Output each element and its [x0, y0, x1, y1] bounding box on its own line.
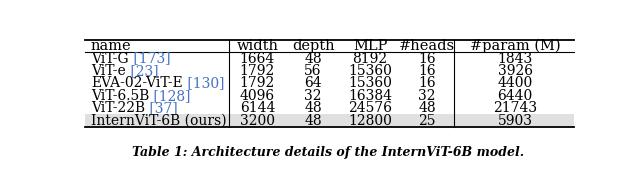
Text: 25: 25	[419, 114, 436, 128]
Text: EVA-02-ViT-E: EVA-02-ViT-E	[91, 76, 182, 90]
Text: name: name	[91, 39, 132, 53]
Text: ViT-6.5B: ViT-6.5B	[91, 89, 149, 103]
Text: 1792: 1792	[240, 64, 275, 78]
Text: ViT-22B: ViT-22B	[91, 101, 145, 115]
Text: width: width	[236, 39, 278, 53]
Text: [128]: [128]	[149, 89, 191, 103]
Text: depth: depth	[292, 39, 335, 53]
Text: [37]: [37]	[145, 101, 178, 115]
Text: 1664: 1664	[240, 52, 275, 66]
Text: [23]: [23]	[125, 64, 158, 78]
Text: 8192: 8192	[353, 52, 388, 66]
Text: #param (M): #param (M)	[470, 39, 561, 53]
Text: 48: 48	[419, 101, 436, 115]
Text: 4096: 4096	[240, 89, 275, 103]
Text: 3200: 3200	[240, 114, 275, 128]
Text: 16: 16	[419, 64, 436, 78]
Text: 12800: 12800	[348, 114, 392, 128]
Text: 21743: 21743	[493, 101, 538, 115]
Text: #heads: #heads	[399, 39, 455, 53]
Text: 15360: 15360	[348, 64, 392, 78]
Text: 48: 48	[304, 114, 322, 128]
Text: MLP: MLP	[353, 39, 387, 53]
Text: 15360: 15360	[348, 76, 392, 90]
Text: 16: 16	[419, 52, 436, 66]
Text: 1843: 1843	[498, 52, 533, 66]
Text: 16: 16	[419, 76, 436, 90]
Text: 6144: 6144	[239, 101, 275, 115]
Text: Table 1: Architecture details of the InternViT-6B model.: Table 1: Architecture details of the Int…	[132, 146, 524, 159]
Text: 64: 64	[304, 76, 322, 90]
Text: 3926: 3926	[498, 64, 532, 78]
Text: 5903: 5903	[498, 114, 532, 128]
Text: 4400: 4400	[498, 76, 533, 90]
Text: ViT-G: ViT-G	[91, 52, 129, 66]
Text: 48: 48	[304, 101, 322, 115]
Text: 16384: 16384	[348, 89, 392, 103]
Text: 32: 32	[305, 89, 322, 103]
Bar	[85, 114, 573, 127]
Text: ViT-e: ViT-e	[91, 64, 125, 78]
Text: 24576: 24576	[348, 101, 392, 115]
Text: [173]: [173]	[129, 52, 170, 66]
Text: 6440: 6440	[498, 89, 533, 103]
Text: [130]: [130]	[182, 76, 224, 90]
Text: InternViT-6B (ours): InternViT-6B (ours)	[91, 114, 227, 128]
Text: 56: 56	[305, 64, 322, 78]
Text: 48: 48	[304, 52, 322, 66]
Text: 1792: 1792	[240, 76, 275, 90]
Text: 32: 32	[419, 89, 436, 103]
